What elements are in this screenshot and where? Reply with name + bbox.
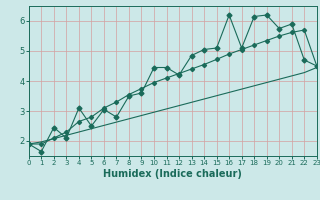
X-axis label: Humidex (Indice chaleur): Humidex (Indice chaleur) <box>103 169 242 179</box>
